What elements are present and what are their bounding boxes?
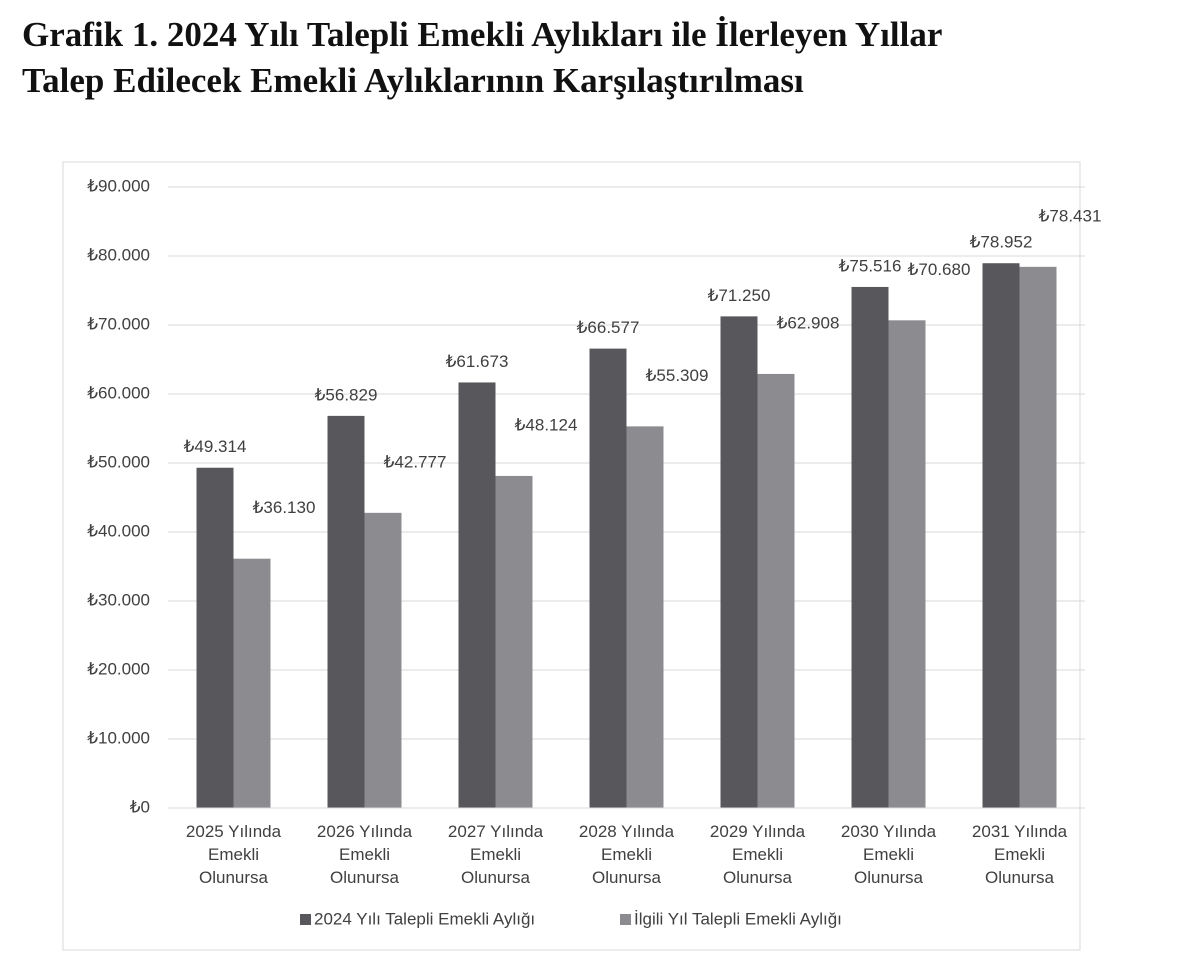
legend-label: 2024 Yılı Talepli Emekli Aylığı (314, 909, 535, 928)
y-tick-label: ₺90.000 (87, 176, 150, 195)
value-label: ₺36.130 (253, 498, 316, 517)
value-label: ₺48.124 (515, 415, 578, 434)
x-tick-line: 2031 Yılında (972, 822, 1068, 841)
x-tick-label: 2027 Yılında Emekli Olunursa (448, 822, 544, 887)
bar (458, 382, 496, 808)
x-tick-line: Olunursa (330, 868, 400, 887)
x-tick-line: 2026 Yılında (317, 822, 413, 841)
bar (233, 558, 271, 808)
bar (720, 316, 758, 808)
y-tick-label: ₺30.000 (87, 590, 150, 609)
bar (327, 415, 365, 808)
y-tick-label: ₺50.000 (87, 452, 150, 471)
x-tick-line: 2028 Yılında (579, 822, 675, 841)
bar (1019, 266, 1057, 808)
value-label: ₺55.309 (646, 366, 709, 385)
x-tick-line: Emekli (732, 845, 783, 864)
y-tick-label: ₺0 (130, 797, 150, 816)
value-label: ₺42.777 (384, 452, 447, 471)
x-tick-line: Emekli (863, 845, 914, 864)
x-tick-label: 2025 Yılında Emekli Olunursa (186, 822, 282, 887)
value-label: ₺78.952 (970, 233, 1033, 252)
x-tick-line: 2029 Yılında (710, 822, 806, 841)
x-tick-line: Olunursa (199, 868, 269, 887)
legend-swatch (620, 914, 631, 925)
value-label: ₺75.516 (839, 256, 902, 275)
chart-title: Grafik 1. 2024 Yılı Talepli Emekli Aylık… (22, 15, 942, 54)
bar (626, 426, 664, 808)
bar (364, 512, 402, 808)
x-tick-label: 2030 Yılında Emekli Olunursa (841, 822, 937, 887)
value-label: ₺61.673 (446, 352, 509, 371)
y-tick-label: ₺70.000 (87, 314, 150, 333)
y-tick-label: ₺40.000 (87, 521, 150, 540)
x-tick-label: 2031 Yılında Emekli Olunursa (972, 822, 1068, 887)
bar (851, 286, 889, 809)
x-tick-label: 2029 Yılında Emekli Olunursa (710, 822, 806, 887)
bar (196, 467, 234, 808)
x-tick-label: 2026 Yılında Emekli Olunursa (317, 822, 413, 887)
legend-label: İlgili Yıl Talepli Emekli Aylığı (634, 909, 842, 928)
x-tick-line: 2027 Yılında (448, 822, 544, 841)
value-label: ₺66.577 (577, 318, 640, 337)
x-tick-label: 2028 Yılında Emekli Olunursa (579, 822, 675, 887)
value-label: ₺62.908 (777, 313, 840, 332)
x-tick-line: Olunursa (854, 868, 924, 887)
bar (888, 320, 926, 808)
chart-frame (62, 161, 1081, 951)
bar (589, 348, 627, 808)
x-tick-line: Emekli (208, 845, 259, 864)
value-label: ₺78.431 (1039, 206, 1102, 225)
x-tick-line: Emekli (470, 845, 521, 864)
x-tick-line: Olunursa (723, 868, 793, 887)
y-tick-label: ₺60.000 (87, 383, 150, 402)
x-tick-line: Olunursa (461, 868, 531, 887)
chart-title: Talep Edilecek Emekli Aylıklarının Karşı… (22, 61, 804, 100)
legend-swatch (300, 914, 311, 925)
x-tick-line: Olunursa (592, 868, 662, 887)
bar (982, 263, 1020, 808)
value-label: ₺56.829 (315, 385, 378, 404)
value-label: ₺70.680 (908, 260, 971, 279)
x-tick-line: Emekli (994, 845, 1045, 864)
value-label: ₺49.314 (184, 437, 247, 456)
x-tick-line: Emekli (601, 845, 652, 864)
y-tick-label: ₺10.000 (87, 728, 150, 747)
bar (757, 373, 795, 808)
y-tick-label: ₺80.000 (87, 245, 150, 264)
x-tick-line: Olunursa (985, 868, 1055, 887)
x-tick-line: Emekli (339, 845, 390, 864)
y-tick-label: ₺20.000 (87, 659, 150, 678)
x-tick-line: 2030 Yılında (841, 822, 937, 841)
value-label: ₺71.250 (708, 286, 771, 305)
x-tick-line: 2025 Yılında (186, 822, 282, 841)
bar (495, 475, 533, 808)
